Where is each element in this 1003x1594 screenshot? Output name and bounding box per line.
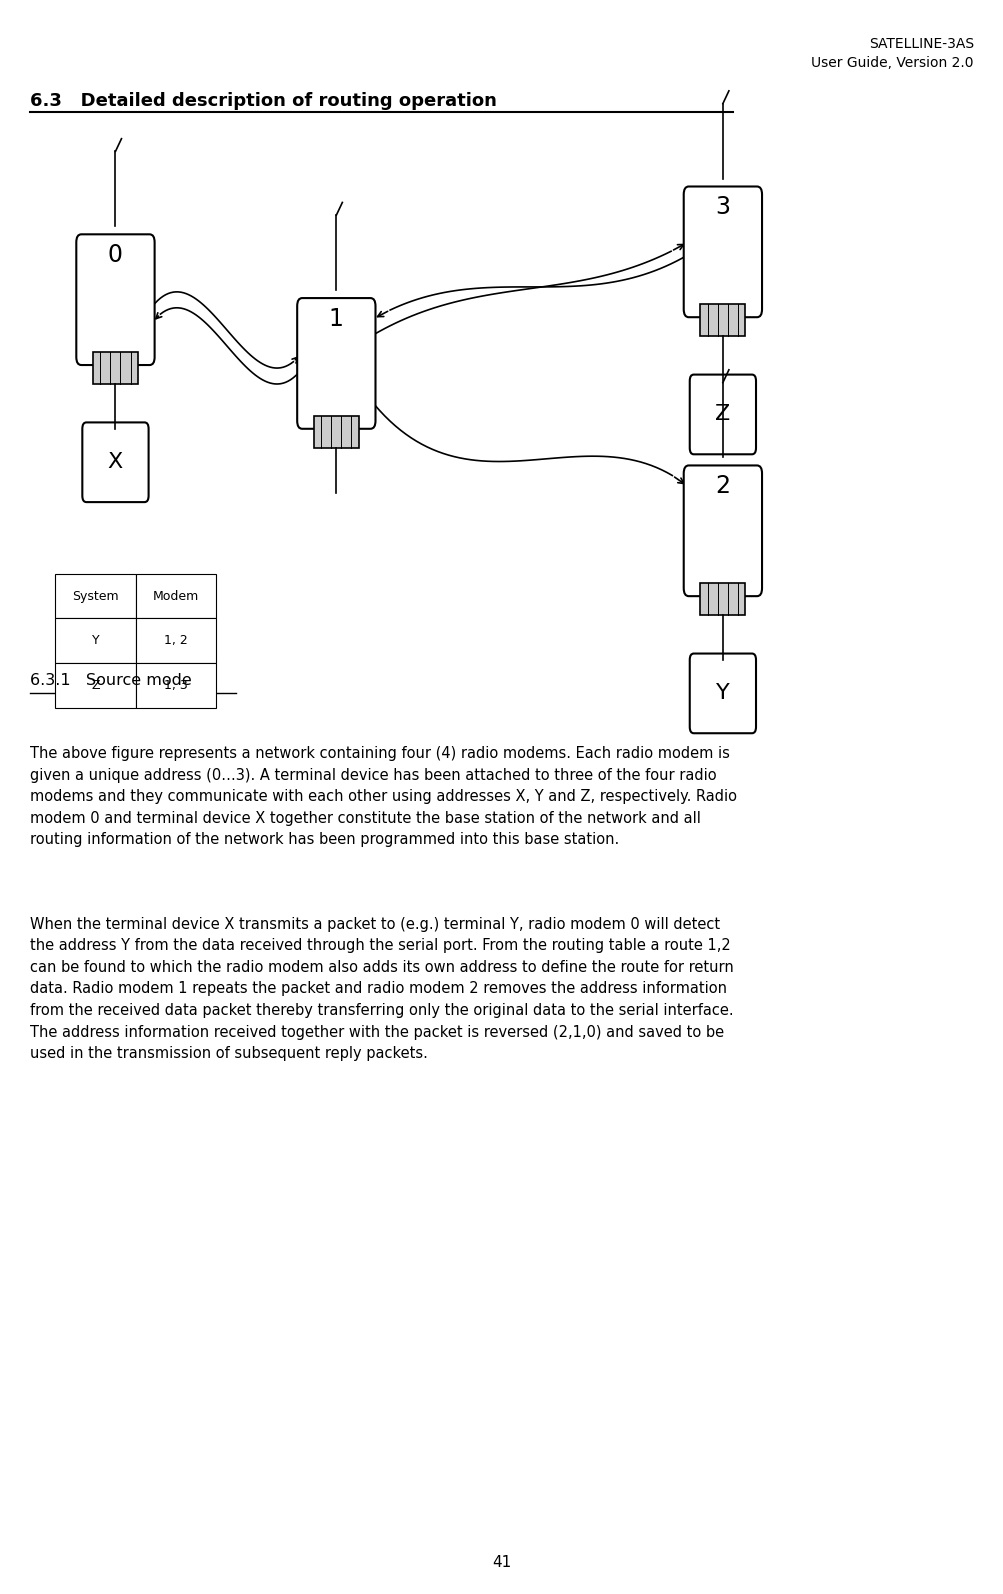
Text: User Guide, Version 2.0: User Guide, Version 2.0 (810, 56, 973, 70)
Bar (55, 574, 135, 618)
Text: X: X (107, 453, 123, 472)
Text: The above figure represents a network containing four (4) radio modems. Each rad: The above figure represents a network co… (30, 746, 736, 848)
Text: SATELLINE-3AS: SATELLINE-3AS (868, 37, 973, 51)
Text: 3: 3 (715, 194, 729, 220)
Text: Z: Z (714, 405, 730, 424)
Text: When the terminal device X transmits a packet to (e.g.) terminal Y, radio modem : When the terminal device X transmits a p… (30, 917, 733, 1062)
Text: Y: Y (715, 684, 729, 703)
Text: 1, 3: 1, 3 (163, 679, 188, 692)
Bar (700, 583, 745, 615)
Bar (313, 416, 359, 448)
Bar (700, 304, 745, 336)
Bar (55, 663, 135, 708)
Text: 41: 41 (491, 1556, 512, 1570)
Text: Y: Y (91, 634, 99, 647)
Bar (135, 574, 216, 618)
Text: 2: 2 (715, 473, 729, 499)
Text: 1: 1 (329, 306, 343, 332)
FancyBboxPatch shape (297, 298, 375, 429)
Bar (55, 618, 135, 663)
Text: 6.3.1   Source mode: 6.3.1 Source mode (30, 673, 192, 687)
FancyBboxPatch shape (689, 375, 755, 454)
FancyBboxPatch shape (76, 234, 154, 365)
Bar (135, 618, 216, 663)
Text: Modem: Modem (152, 590, 199, 603)
Text: Z: Z (91, 679, 99, 692)
Text: 0: 0 (108, 242, 122, 268)
Text: 6.3   Detailed description of routing operation: 6.3 Detailed description of routing oper… (30, 92, 496, 110)
Bar (93, 352, 138, 384)
Text: System: System (72, 590, 118, 603)
FancyBboxPatch shape (683, 465, 761, 596)
FancyBboxPatch shape (82, 422, 148, 502)
FancyBboxPatch shape (689, 654, 755, 733)
Text: 1, 2: 1, 2 (163, 634, 188, 647)
FancyBboxPatch shape (683, 186, 761, 317)
Bar (135, 663, 216, 708)
